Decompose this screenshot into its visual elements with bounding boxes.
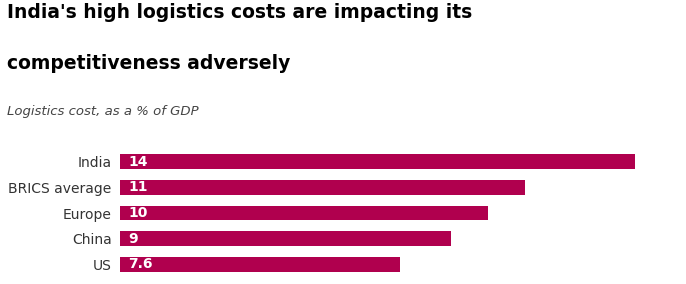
- Bar: [120, 206, 488, 220]
- Text: 7.6: 7.6: [128, 257, 153, 271]
- Bar: [120, 231, 451, 246]
- Text: competitiveness adversely: competitiveness adversely: [7, 54, 290, 73]
- Text: India's high logistics costs are impacting its: India's high logistics costs are impacti…: [7, 3, 472, 22]
- Text: 11: 11: [128, 180, 147, 194]
- Text: 9: 9: [128, 232, 138, 246]
- Text: 14: 14: [128, 155, 147, 169]
- Bar: [120, 257, 399, 272]
- Bar: [120, 154, 635, 169]
- Text: Logistics cost, as a % of GDP: Logistics cost, as a % of GDP: [7, 105, 198, 118]
- Bar: [120, 180, 525, 195]
- Text: 10: 10: [128, 206, 147, 220]
